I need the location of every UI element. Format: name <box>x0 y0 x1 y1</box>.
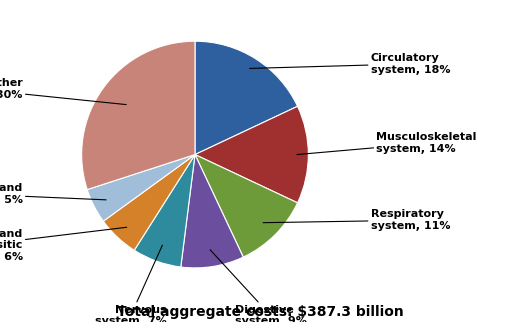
Text: Respiratory
system, 11%: Respiratory system, 11% <box>263 210 450 231</box>
Text: Circulatory
system, 18%: Circulatory system, 18% <box>250 53 450 75</box>
Text: Musculoskeletal
system, 14%: Musculoskeletal system, 14% <box>297 132 477 155</box>
Wedge shape <box>87 155 195 221</box>
Wedge shape <box>195 106 308 203</box>
Text: Nervous
system, 7%: Nervous system, 7% <box>95 245 167 322</box>
Text: All other
conditions, 30%: All other conditions, 30% <box>0 78 126 105</box>
Text: Pregnancy and
childbirth, 5%: Pregnancy and childbirth, 5% <box>0 184 106 205</box>
Text: Infectious and
parasitic
diseases, 6%: Infectious and parasitic diseases, 6% <box>0 227 127 262</box>
Wedge shape <box>82 41 195 190</box>
Wedge shape <box>134 155 195 267</box>
Text: Total aggregate costs: $387.3 billion: Total aggregate costs: $387.3 billion <box>116 305 404 319</box>
Wedge shape <box>181 155 243 268</box>
Wedge shape <box>195 41 297 155</box>
Text: Digestive
system, 9%: Digestive system, 9% <box>210 250 307 322</box>
Wedge shape <box>103 155 195 250</box>
Wedge shape <box>195 155 297 257</box>
